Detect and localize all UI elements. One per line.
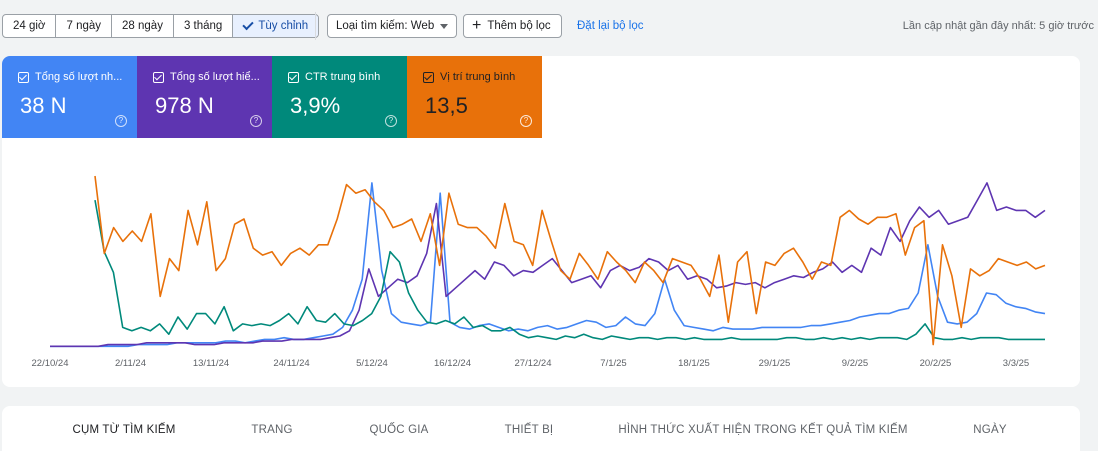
toolbar: 24 giờ 7 ngày 28 ngày 3 tháng Tùy chỉnh …: [0, 12, 1098, 40]
range-7d-button[interactable]: 7 ngày: [56, 15, 113, 37]
x-tick-label: 22/10/24: [32, 358, 69, 369]
date-range-group: 24 giờ 7 ngày 28 ngày 3 tháng Tùy chỉnh: [2, 14, 320, 38]
tab-countries[interactable]: QUỐC GIA: [369, 424, 429, 436]
metric-tile-impressions[interactable]: Tổng số lượt hiể... 978 N ?: [137, 56, 272, 138]
x-tick-label: 16/12/24: [434, 358, 471, 369]
metric-ctr-value: 3,9%: [290, 93, 341, 118]
reset-filters-link[interactable]: Đặt lại bộ lọc: [577, 20, 644, 32]
metric-position-label: Vị trí trung bình: [440, 71, 516, 83]
checkbox-checked-icon: [18, 71, 29, 83]
toolbar-divider: [315, 12, 316, 40]
x-tick-label: 13/11/24: [193, 358, 229, 369]
tab-search-appearance[interactable]: HÌNH THỨC XUẤT HIỆN TRONG KẾT QUẢ TÌM KI…: [618, 424, 908, 436]
metric-clicks-value: 38 N: [20, 93, 67, 118]
x-tick-label: 5/12/24: [356, 358, 388, 369]
range-24h-button[interactable]: 24 giờ: [3, 15, 57, 37]
last-updated-text: Lần cập nhật gần đây nhất: 5 giờ trước: [902, 20, 1094, 32]
tab-pages[interactable]: TRANG: [251, 424, 293, 436]
metric-ctr-label: CTR trung bình: [305, 71, 381, 83]
tab-queries[interactable]: CỤM TỪ TÌM KIẾM: [72, 424, 176, 436]
x-tick-label: 24/11/24: [273, 358, 309, 369]
help-icon[interactable]: ?: [385, 115, 397, 127]
x-tick-label: 3/3/25: [1003, 358, 1029, 369]
metric-clicks-label: Tổng số lượt nh...: [35, 71, 123, 83]
help-icon[interactable]: ?: [115, 115, 127, 127]
range-custom-button[interactable]: Tùy chỉnh: [233, 15, 319, 37]
range-28d-button[interactable]: 28 ngày: [112, 15, 174, 37]
metric-position-value: 13,5: [425, 93, 468, 118]
performance-card: 22/10/24 2/11/24 13/11/24 24/11/24 5/12/24 16…: [2, 56, 1080, 387]
range-3m-button[interactable]: 3 tháng: [174, 15, 234, 37]
plus-icon: +: [472, 17, 482, 34]
metric-impressions-value: 978 N: [155, 93, 214, 118]
help-icon[interactable]: ?: [520, 115, 532, 127]
tab-devices[interactable]: THIẾT BỊ: [504, 424, 554, 436]
x-tick-label: 7/1/25: [600, 358, 626, 369]
x-tick-label: 18/1/25: [678, 358, 710, 369]
metric-label: Vị trí trung bình: [423, 71, 535, 83]
metric-label: CTR trung bình: [288, 71, 400, 83]
performance-chart: 22/10/24 2/11/24 13/11/24 24/11/24 5/12/24 16…: [32, 175, 1046, 369]
tab-dates[interactable]: NGÀY: [973, 424, 1007, 436]
x-tick-label: 27/12/24: [515, 358, 552, 369]
search-type-label: Loại tìm kiếm: Web: [336, 20, 435, 32]
metric-label: Tổng số lượt nh...: [18, 71, 130, 83]
check-icon: [242, 18, 254, 31]
range-custom-label: Tùy chỉnh: [258, 20, 309, 32]
metric-tile-ctr[interactable]: CTR trung bình 3,9% ?: [272, 56, 407, 138]
x-tick-label: 29/1/25: [759, 358, 791, 369]
series-clicks-line: [50, 182, 1046, 348]
add-filter-button[interactable]: + Thêm bộ lọc: [463, 14, 562, 38]
checkbox-checked-icon: [423, 71, 434, 83]
x-tick-label: 9/2/25: [842, 358, 868, 369]
search-type-dropdown[interactable]: Loại tìm kiếm: Web: [327, 14, 457, 38]
help-icon[interactable]: ?: [250, 115, 262, 127]
metric-label: Tổng số lượt hiể...: [153, 71, 265, 83]
checkbox-checked-icon: [153, 71, 164, 83]
x-tick-label: 20/2/25: [920, 358, 952, 369]
metric-tile-position[interactable]: Vị trí trung bình 13,5 ?: [407, 56, 542, 138]
metric-impressions-label: Tổng số lượt hiể...: [170, 71, 260, 83]
metric-tile-clicks[interactable]: Tổng số lượt nh... 38 N ?: [2, 56, 137, 138]
series-impressions-line: [50, 182, 1046, 348]
add-filter-label: Thêm bộ lọc: [487, 20, 551, 32]
checkbox-checked-icon: [288, 71, 299, 83]
series-position-line: [94, 175, 1046, 346]
metric-tiles: Tổng số lượt nh... 38 N ? Tổng số lượt h…: [2, 56, 542, 138]
caret-down-icon: [440, 23, 448, 29]
dimension-tabs: CỤM TỪ TÌM KIẾM TRANG QUỐC GIA THIẾT BỊ …: [2, 406, 1080, 451]
x-tick-label: 2/11/24: [115, 358, 146, 369]
series-ctr-line: [94, 199, 1045, 341]
